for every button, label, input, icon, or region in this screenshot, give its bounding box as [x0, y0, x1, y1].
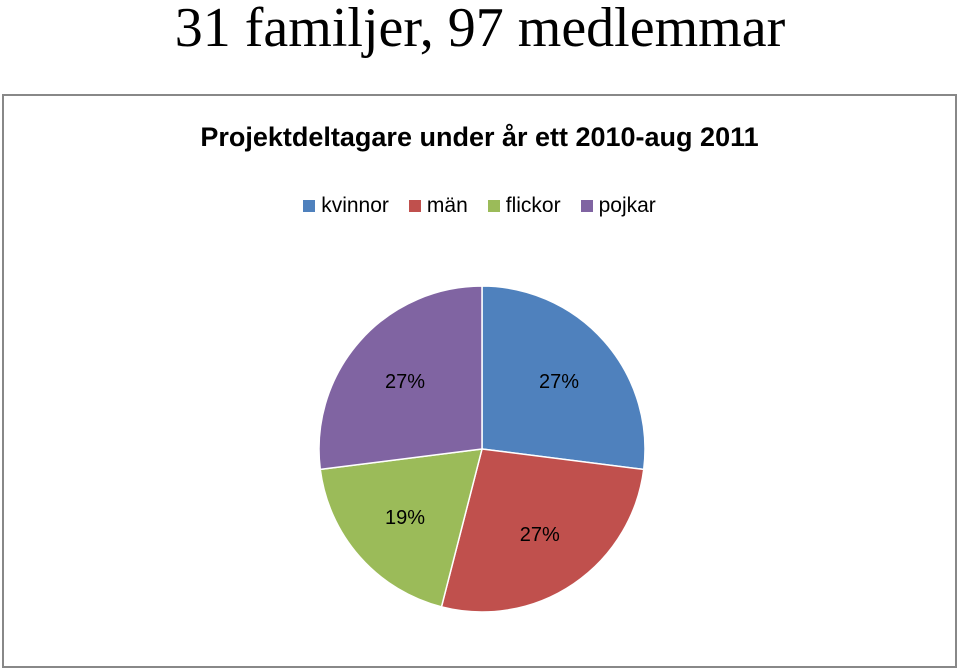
legend-swatch-pojkar	[580, 200, 593, 212]
legend-label-kvinnor: kvinnor	[321, 194, 389, 217]
legend-item-man: män	[408, 194, 468, 218]
legend-label-pojkar: pojkar	[598, 194, 656, 217]
pie-slice-kvinnor	[481, 285, 646, 471]
pie-slice-flickor	[319, 448, 484, 608]
chart-frame: Projektdeltagare under år ett 2010-aug 2…	[2, 94, 957, 668]
legend-item-flickor: flickor	[487, 194, 561, 218]
chart-title: Projektdeltagare under år ett 2010-aug 2…	[200, 122, 759, 152]
legend-swatch-man	[408, 200, 421, 212]
data-label-kvinnor: 27%	[539, 371, 579, 393]
legend-swatch-kvinnor	[303, 200, 316, 212]
data-label-man: 27%	[520, 524, 560, 546]
legend-label-man: män	[426, 194, 468, 217]
slide-title: 31 familjer, 97 medlemmar	[174, 0, 786, 59]
chart-legend: kvinnor män flickor pojkar	[4, 194, 955, 218]
legend-swatch-flickor	[487, 200, 500, 212]
pie-slice-man	[440, 448, 645, 613]
data-label-flickor: 19%	[385, 507, 425, 529]
legend-label-flickor: flickor	[505, 194, 561, 217]
data-label-pojkar: 27%	[385, 371, 425, 393]
pie-slice-pojkar	[318, 285, 483, 471]
legend-item-pojkar: pojkar	[580, 194, 656, 218]
legend-item-kvinnor: kvinnor	[303, 194, 389, 218]
pie-chart: 27% 27% 19% 27%	[318, 285, 646, 613]
